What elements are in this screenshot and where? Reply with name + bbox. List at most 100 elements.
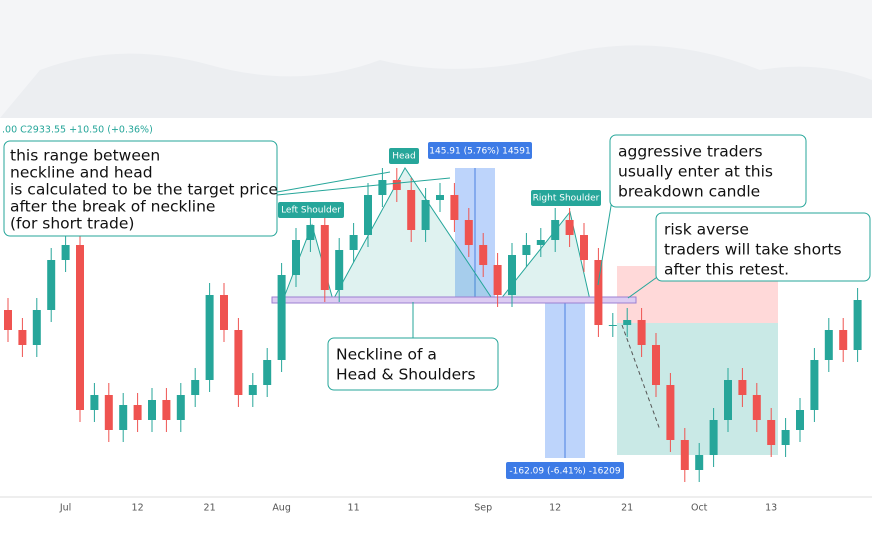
- measure-down-box: [506, 462, 624, 479]
- candle-body: [220, 295, 228, 330]
- path-arrow: [621, 324, 661, 431]
- x-tick-label: Aug: [272, 503, 291, 514]
- right-shoulder-tag-box: [531, 190, 601, 206]
- head-tag: Head: [392, 152, 416, 162]
- candle-body: [133, 405, 142, 420]
- candle-body: [191, 380, 200, 395]
- candle-body: [565, 220, 574, 235]
- candle-body: [652, 345, 660, 385]
- candle-body: [608, 325, 617, 326]
- candle-body: [464, 220, 473, 245]
- candle-body: [508, 255, 516, 295]
- candle-body: [364, 195, 372, 235]
- note-line: after the break of neckline: [10, 198, 215, 216]
- x-tick-label: 12: [549, 503, 561, 514]
- note-line: Neckline of a: [336, 346, 437, 364]
- left-shoulder-tag: Left Shoulder: [281, 206, 341, 216]
- neckline: [271, 296, 637, 304]
- candle-body: [695, 455, 704, 470]
- candle-body: [680, 440, 689, 470]
- candle-body: [104, 395, 113, 430]
- candle-body: [4, 310, 12, 330]
- candle-body: [709, 420, 718, 455]
- candle-body: [752, 395, 761, 420]
- candle-body: [176, 395, 185, 420]
- x-tick-label: 13: [765, 503, 777, 514]
- note-line: this range between: [10, 147, 160, 165]
- candle-body: [378, 180, 387, 195]
- candle-body: [479, 245, 488, 265]
- note-line: aggressive traders: [618, 143, 763, 161]
- x-tick-label: 21: [204, 503, 216, 514]
- x-tick-label: 12: [132, 503, 144, 514]
- candle-body: [349, 235, 358, 250]
- candle-body: [580, 235, 588, 260]
- candle-body: [234, 330, 243, 395]
- candle-body: [306, 225, 315, 240]
- candle-body: [292, 240, 300, 275]
- note-line: usually enter at this: [618, 163, 773, 181]
- price-header: .00 C2933.55 +10.50 (+0.36%): [2, 125, 153, 136]
- candle-body: [824, 330, 833, 360]
- note-line: breakdown candle: [618, 183, 760, 201]
- connector: [597, 199, 613, 286]
- candle-body: [76, 245, 84, 410]
- x-tick-label: 11: [348, 503, 360, 514]
- candle-body: [637, 320, 646, 345]
- candle-body: [32, 310, 41, 345]
- note-line: is calculated to be the target price: [10, 181, 278, 199]
- candle-body: [248, 385, 257, 395]
- candle-body: [781, 430, 790, 445]
- candle-body: [421, 200, 430, 230]
- x-tick-label: Oct: [691, 503, 708, 514]
- head-tag-box: [389, 148, 419, 164]
- candle-body: [436, 195, 444, 200]
- note-line: neckline and head: [10, 164, 153, 182]
- candle-body: [839, 330, 848, 350]
- measure-up-label: 145.91 (5.76%) 14591: [429, 147, 530, 157]
- candle-body: [277, 275, 286, 360]
- candle-body: [18, 330, 27, 345]
- candle-body: [522, 245, 531, 255]
- x-tick-label: Sep: [474, 503, 492, 514]
- candle-body: [796, 410, 804, 430]
- candle-body: [205, 295, 214, 380]
- candle-body: [738, 380, 747, 395]
- candle-body: [666, 385, 675, 440]
- candle-body: [320, 225, 329, 290]
- candle-body: [450, 195, 459, 220]
- candle-body: [407, 190, 416, 230]
- candle-body: [594, 260, 603, 325]
- left-shoulder-tag-box: [278, 202, 344, 218]
- candle-body: [263, 360, 272, 385]
- candle-body: [61, 245, 70, 260]
- candle-body: [853, 300, 862, 350]
- candle-body: [536, 240, 545, 245]
- candle-body: [119, 405, 128, 430]
- candle-body: [623, 320, 632, 325]
- note-line: Head & Shoulders: [336, 366, 476, 384]
- risk-note-box: [655, 212, 871, 282]
- map-shape: [0, 45, 872, 118]
- candle-body: [493, 265, 502, 295]
- neckline-note-box: [327, 337, 499, 391]
- candle-body: [392, 180, 401, 190]
- connector: [627, 274, 661, 299]
- x-tick-label: 21: [621, 503, 633, 514]
- note-line: (for short trade): [10, 215, 134, 233]
- candle-body: [724, 380, 732, 420]
- right-shoulder-tag: Right Shoulder: [533, 194, 600, 204]
- note-line: after this retest.: [664, 261, 789, 279]
- measure-down-label: -162.09 (-6.41%) -16209: [509, 467, 620, 477]
- candle-body: [148, 400, 156, 420]
- measure-up-box: [428, 142, 532, 159]
- range-note-box: [3, 140, 278, 237]
- candle-body: [162, 400, 171, 420]
- x-tick-label: Jul: [59, 503, 71, 514]
- candle-body: [551, 220, 560, 240]
- connector: [276, 171, 451, 196]
- candle-body: [47, 260, 56, 310]
- note-line: traders will take shorts: [664, 241, 842, 259]
- candle-body: [810, 360, 819, 410]
